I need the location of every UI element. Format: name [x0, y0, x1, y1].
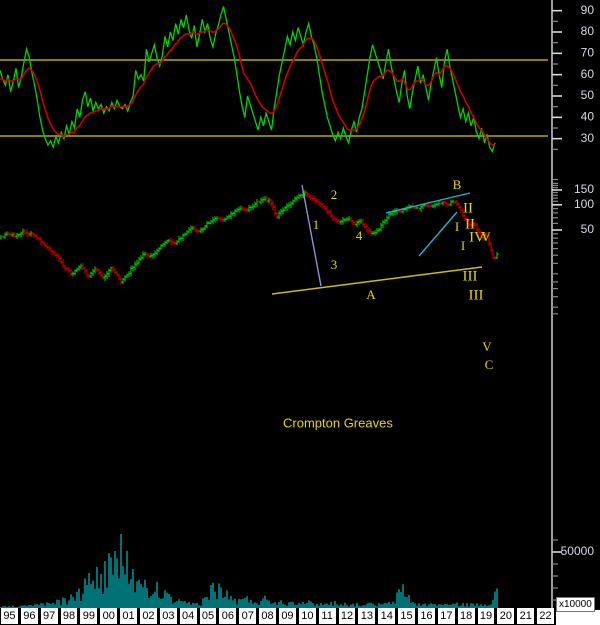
wedge-lower-cyan[interactable]: [418, 211, 458, 257]
rsi-scale-80: 80: [581, 24, 595, 38]
volume-scale-50000: 50000: [561, 544, 595, 558]
rsi-fast-line: [0, 6, 496, 154]
x-axis-label-13[interactable]: 13: [358, 608, 377, 624]
x-axis-label-05[interactable]: 05: [199, 608, 218, 624]
x-axis-label-17[interactable]: 17: [437, 608, 456, 624]
volume-multiplier-badge: x10000: [556, 597, 595, 612]
x-axis-label-98[interactable]: 98: [60, 608, 79, 624]
x-axis-date-labels[interactable]: 95 96 97 98 99 00 01 02 03 04 05 06 07 08 09 10 11 12 13 14…: [0, 608, 600, 625]
symbol-label: Crompton Greaves: [283, 415, 393, 430]
x-axis-label-04[interactable]: 04: [179, 608, 198, 624]
x-axis-label-02[interactable]: 02: [140, 608, 158, 624]
wave-label-ii-6: II: [463, 200, 473, 216]
scale-ticks: [552, 9, 562, 601]
price-bars: [0, 190, 499, 285]
x-axis-label-07[interactable]: 07: [239, 608, 258, 624]
x-axis-label-96[interactable]: 96: [20, 608, 39, 624]
wave-label-v-10: V: [481, 229, 491, 244]
x-axis-label-01[interactable]: 01: [120, 608, 138, 624]
x-axis-label-97[interactable]: 97: [40, 608, 59, 624]
x-axis-label-10[interactable]: 10: [298, 608, 317, 624]
x-axis-label-06[interactable]: 06: [219, 608, 238, 624]
x-axis-label-09[interactable]: 09: [279, 608, 297, 624]
rsi-scale-60: 60: [581, 67, 595, 81]
rsi-scale-40: 40: [581, 110, 595, 124]
x-axis-label-99[interactable]: 99: [80, 608, 99, 624]
wave-label-b-5: B: [453, 177, 462, 192]
x-axis-label-22[interactable]: 22: [537, 608, 555, 624]
wave-label-v-14: V: [482, 339, 492, 354]
price-scale-100: 100: [574, 197, 594, 211]
x-axis-label-14[interactable]: 14: [378, 608, 397, 624]
wave-label-iii-13: III: [469, 287, 484, 303]
trendline-group: [271, 184, 483, 295]
x-axis-label-08[interactable]: 08: [259, 608, 277, 624]
x-axis-label-11[interactable]: 11: [318, 608, 337, 624]
volume-pane: [0, 534, 498, 608]
x-axis-label-18[interactable]: 18: [457, 608, 476, 624]
x-axis-label-16[interactable]: 16: [418, 608, 436, 624]
rsi-scale-90: 90: [581, 3, 595, 17]
support-yellow[interactable]: [271, 266, 483, 295]
rsi-scale-30: 30: [581, 131, 595, 145]
x-axis-label-12[interactable]: 12: [338, 608, 357, 624]
rsi-scale-50: 50: [581, 88, 595, 102]
wave-label-i-7: I: [455, 219, 459, 234]
x-axis-label-21[interactable]: 21: [517, 608, 536, 624]
price-scale-50: 50: [581, 222, 595, 236]
wave-label-a-4: A: [366, 287, 376, 302]
wave-label-3-2: 3: [331, 257, 338, 272]
wave-label-1-0: 1: [313, 217, 320, 232]
wave-label-iii-12: III: [463, 268, 478, 284]
x-axis-label-15[interactable]: 15: [398, 608, 416, 624]
x-axis-label-95[interactable]: 95: [1, 608, 19, 624]
wave-label-4-3: 4: [356, 228, 363, 243]
wave-label-2-1: 2: [331, 187, 338, 202]
x-axis-label-00[interactable]: 00: [100, 608, 119, 624]
rsi-pane: [0, 6, 548, 154]
wave-label-i-11: I: [461, 238, 465, 253]
rsi-scale-70: 70: [581, 46, 595, 60]
decline-purple[interactable]: [301, 184, 322, 287]
wave-label-iv-9: IV: [469, 229, 485, 245]
wave-label-ii-8: II: [465, 216, 475, 232]
x-axis-label-19[interactable]: 19: [477, 608, 496, 624]
rsi-slow-line: [0, 22, 495, 146]
x-axis-label-03[interactable]: 03: [159, 608, 178, 624]
axis-corner: [556, 610, 600, 625]
wedge-upper-cyan[interactable]: [385, 192, 471, 214]
wave-label-c-15: C: [485, 357, 494, 372]
volume-bars: [0, 534, 498, 608]
x-axis-label-20[interactable]: 20: [497, 608, 516, 624]
price-scale-150: 150: [574, 182, 594, 196]
